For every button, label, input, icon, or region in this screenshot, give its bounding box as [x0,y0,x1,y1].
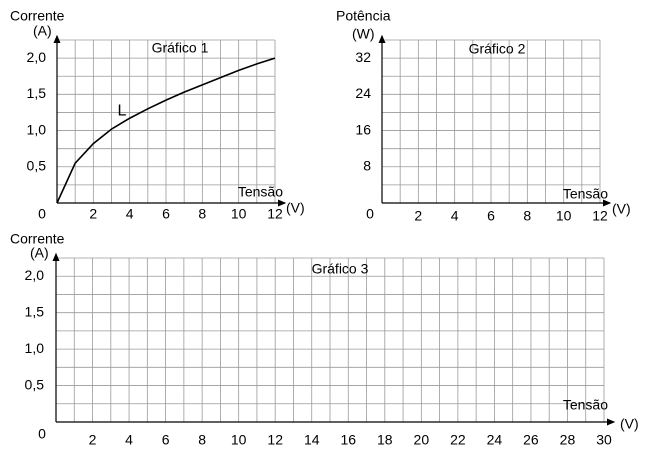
x-axis-unit: (V) [612,201,631,217]
y-tick-label: 2,0 [25,267,45,283]
x-tick-label: 22 [450,432,466,448]
x-axis-label: Tensão [563,186,608,202]
x-tick-label: 6 [162,432,170,448]
x-axis-label: Tensão [238,184,283,200]
y-tick-label: 24 [355,85,371,101]
x-tick-label: 4 [451,208,459,224]
x-tick-label: 20 [414,432,430,448]
x-tick-label: 26 [523,432,539,448]
origin-label: 0 [366,206,374,222]
y-tick-label: 1,0 [25,340,45,356]
y-tick-label: 32 [355,49,371,65]
x-tick-label: 6 [487,208,495,224]
x-tick-label: 4 [125,432,133,448]
y-axis-label: Corrente [10,231,65,247]
x-tick-label: 28 [560,432,576,448]
curve-label: L [118,102,127,119]
y-tick-label: 16 [355,121,371,137]
y-axis-label: Potência [336,8,391,24]
y-tick-label: 0,5 [27,157,47,173]
x-tick-label: 8 [198,206,206,222]
x-tick-label: 8 [198,432,206,448]
y-tick-label: 2,0 [27,49,47,65]
y-tick-label: 1,5 [27,85,47,101]
x-tick-label: 10 [556,208,572,224]
x-tick-label: 18 [377,432,393,448]
x-axis-unit: (V) [286,200,305,216]
chart-title: Gráfico 1 [152,40,209,56]
x-tick-label: 10 [231,432,247,448]
x-tick-label: 4 [126,206,134,222]
x-tick-label: 2 [89,206,97,222]
y-tick-label: 1,5 [25,303,45,319]
y-axis-label: Corrente [10,8,65,24]
y-axis-unit: (A) [33,23,52,39]
x-axis-label: Tensão [563,397,608,413]
x-tick-label: 2 [89,432,97,448]
y-axis-unit: (A) [30,245,49,261]
origin-label: 0 [38,206,46,222]
x-tick-label: 12 [267,206,283,222]
x-tick-label: 2 [414,208,422,224]
y-tick-label: 8 [363,157,371,173]
y-tick-label: 1,0 [27,121,47,137]
origin-label: 0 [38,426,46,442]
x-tick-label: 16 [340,432,356,448]
y-axis-unit: (W) [352,26,375,42]
chart-title: Gráfico 3 [312,261,369,277]
chart-title: Gráfico 2 [469,41,526,57]
x-tick-label: 8 [523,208,531,224]
x-tick-label: 6 [162,206,170,222]
x-tick-label: 12 [267,432,283,448]
y-tick-label: 0,5 [25,376,45,392]
x-tick-label: 10 [231,206,247,222]
x-tick-label: 12 [592,208,608,224]
x-tick-label: 24 [487,432,503,448]
curve [56,57,276,204]
x-axis-unit: (V) [620,416,639,432]
x-tick-label: 30 [596,432,612,448]
x-tick-label: 14 [304,432,320,448]
